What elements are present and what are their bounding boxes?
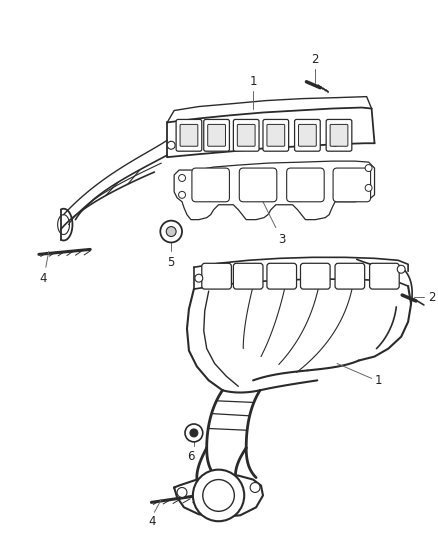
Circle shape bbox=[203, 480, 234, 511]
Text: 4: 4 bbox=[39, 272, 46, 285]
Text: 1: 1 bbox=[249, 75, 257, 88]
FancyBboxPatch shape bbox=[204, 119, 230, 151]
Text: 2: 2 bbox=[311, 53, 319, 66]
FancyBboxPatch shape bbox=[326, 119, 352, 151]
Circle shape bbox=[185, 424, 203, 442]
Circle shape bbox=[179, 191, 185, 198]
Circle shape bbox=[195, 274, 203, 282]
FancyBboxPatch shape bbox=[233, 119, 259, 151]
Circle shape bbox=[167, 141, 175, 149]
FancyBboxPatch shape bbox=[237, 124, 255, 146]
FancyBboxPatch shape bbox=[295, 119, 320, 151]
FancyBboxPatch shape bbox=[300, 263, 330, 289]
Circle shape bbox=[365, 184, 372, 191]
FancyBboxPatch shape bbox=[202, 263, 231, 289]
FancyBboxPatch shape bbox=[267, 124, 285, 146]
FancyBboxPatch shape bbox=[267, 263, 297, 289]
FancyBboxPatch shape bbox=[333, 168, 371, 202]
FancyBboxPatch shape bbox=[299, 124, 316, 146]
FancyBboxPatch shape bbox=[370, 263, 399, 289]
Circle shape bbox=[177, 488, 187, 497]
Text: 5: 5 bbox=[167, 256, 175, 269]
Text: 4: 4 bbox=[148, 515, 156, 528]
FancyBboxPatch shape bbox=[176, 119, 202, 151]
FancyBboxPatch shape bbox=[330, 124, 348, 146]
FancyBboxPatch shape bbox=[287, 168, 324, 202]
Text: 2: 2 bbox=[428, 290, 435, 303]
Text: 3: 3 bbox=[278, 232, 285, 246]
Circle shape bbox=[160, 221, 182, 243]
Text: 6: 6 bbox=[187, 450, 194, 463]
FancyBboxPatch shape bbox=[239, 168, 277, 202]
Circle shape bbox=[365, 165, 372, 172]
Circle shape bbox=[397, 265, 405, 273]
FancyBboxPatch shape bbox=[208, 124, 226, 146]
Circle shape bbox=[190, 429, 198, 437]
FancyBboxPatch shape bbox=[335, 263, 365, 289]
FancyBboxPatch shape bbox=[180, 124, 198, 146]
Circle shape bbox=[166, 227, 176, 237]
Circle shape bbox=[179, 174, 185, 181]
FancyBboxPatch shape bbox=[263, 119, 289, 151]
Circle shape bbox=[250, 482, 260, 492]
Circle shape bbox=[193, 470, 244, 521]
FancyBboxPatch shape bbox=[233, 263, 263, 289]
Text: 1: 1 bbox=[374, 374, 382, 387]
Circle shape bbox=[331, 138, 339, 146]
FancyBboxPatch shape bbox=[192, 168, 230, 202]
